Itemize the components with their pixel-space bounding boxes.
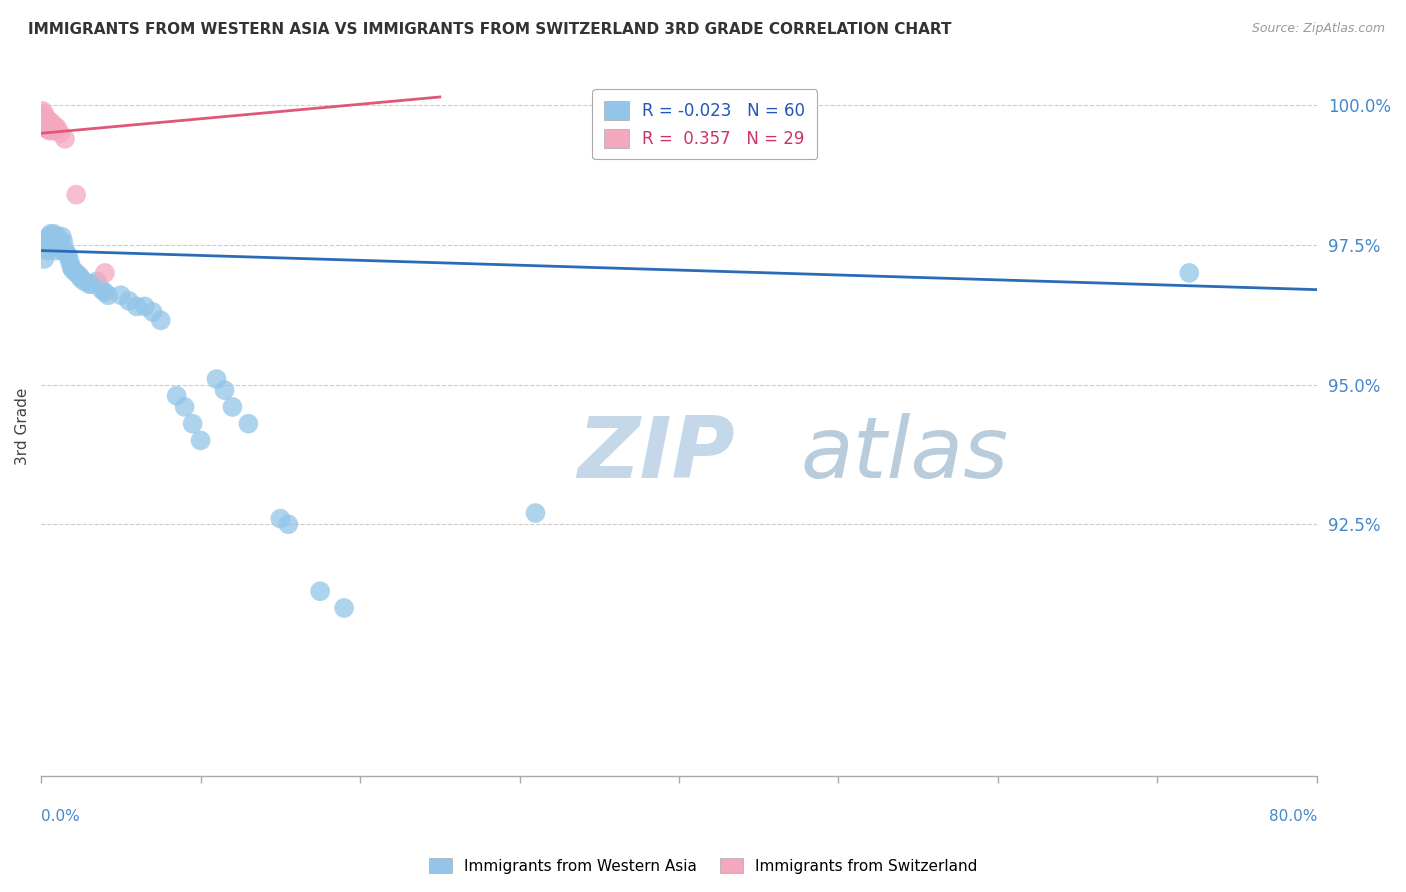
- Point: [48, 241, 70, 255]
- Point: [65, 266, 87, 280]
- Point: [173, 400, 195, 414]
- Point: [524, 506, 547, 520]
- Point: [42, 120, 65, 134]
- Point: [41, 241, 63, 255]
- Point: [35, 112, 58, 127]
- Point: [31, 112, 53, 127]
- Text: atlas: atlas: [800, 413, 1008, 496]
- Point: [39, 123, 62, 137]
- Point: [46, 229, 69, 244]
- Point: [1178, 266, 1201, 280]
- Point: [70, 271, 93, 285]
- Point: [60, 260, 83, 275]
- Point: [110, 288, 132, 302]
- Point: [41, 232, 63, 246]
- Point: [134, 300, 156, 314]
- Point: [309, 584, 332, 599]
- Point: [94, 285, 117, 300]
- Point: [214, 383, 236, 397]
- Point: [46, 238, 69, 252]
- Point: [48, 232, 70, 246]
- Point: [94, 266, 117, 280]
- Point: [38, 238, 60, 252]
- Point: [51, 244, 73, 258]
- Point: [73, 274, 96, 288]
- Point: [38, 232, 60, 246]
- Point: [42, 123, 65, 137]
- Point: [53, 244, 76, 258]
- Point: [277, 517, 299, 532]
- Point: [82, 277, 104, 291]
- Point: [34, 116, 56, 130]
- Text: ZIP: ZIP: [576, 413, 734, 496]
- Point: [51, 229, 73, 244]
- Point: [34, 112, 56, 127]
- Point: [86, 274, 108, 288]
- Point: [41, 120, 63, 135]
- Point: [37, 244, 59, 258]
- Text: 80.0%: 80.0%: [1268, 809, 1317, 824]
- Point: [166, 389, 188, 403]
- Point: [49, 126, 72, 140]
- Point: [37, 120, 59, 135]
- Point: [39, 118, 62, 132]
- Point: [65, 187, 87, 202]
- Point: [142, 305, 165, 319]
- Point: [77, 277, 100, 291]
- Point: [42, 227, 65, 241]
- Point: [42, 235, 65, 250]
- Point: [190, 434, 212, 448]
- Text: Source: ZipAtlas.com: Source: ZipAtlas.com: [1251, 22, 1385, 36]
- Point: [34, 120, 56, 135]
- Point: [221, 400, 243, 414]
- Text: 0.0%: 0.0%: [41, 809, 80, 824]
- Point: [55, 246, 77, 260]
- Point: [31, 103, 53, 118]
- Point: [62, 263, 84, 277]
- Point: [44, 235, 66, 250]
- Point: [31, 110, 53, 124]
- Y-axis label: 3rd Grade: 3rd Grade: [15, 388, 30, 465]
- Legend: Immigrants from Western Asia, Immigrants from Switzerland: Immigrants from Western Asia, Immigrants…: [423, 852, 983, 880]
- Point: [125, 300, 148, 314]
- Point: [53, 132, 76, 146]
- Point: [59, 254, 82, 268]
- Legend: R = -0.023   N = 60, R =  0.357   N = 29: R = -0.023 N = 60, R = 0.357 N = 29: [592, 89, 817, 160]
- Point: [333, 601, 356, 615]
- Point: [31, 118, 53, 132]
- Point: [39, 227, 62, 241]
- Point: [41, 116, 63, 130]
- Point: [52, 235, 75, 250]
- Point: [90, 283, 112, 297]
- Point: [181, 417, 204, 431]
- Point: [44, 120, 66, 135]
- Point: [38, 123, 60, 137]
- Point: [46, 120, 69, 135]
- Point: [44, 244, 66, 258]
- Point: [38, 120, 60, 135]
- Point: [35, 115, 58, 129]
- Point: [38, 229, 60, 244]
- Text: IMMIGRANTS FROM WESTERN ASIA VS IMMIGRANTS FROM SWITZERLAND 3RD GRADE CORRELATIO: IMMIGRANTS FROM WESTERN ASIA VS IMMIGRAN…: [28, 22, 952, 37]
- Point: [37, 116, 59, 130]
- Point: [269, 511, 291, 525]
- Point: [49, 238, 72, 252]
- Point: [34, 252, 56, 266]
- Point: [39, 235, 62, 250]
- Point: [37, 238, 59, 252]
- Point: [35, 241, 58, 255]
- Point: [58, 249, 80, 263]
- Point: [34, 107, 56, 121]
- Point: [205, 372, 228, 386]
- Point: [149, 313, 172, 327]
- Point: [67, 268, 90, 283]
- Point: [97, 288, 120, 302]
- Point: [118, 293, 141, 308]
- Point: [38, 114, 60, 128]
- Point: [35, 120, 58, 135]
- Point: [238, 417, 260, 431]
- Point: [37, 112, 59, 127]
- Point: [35, 232, 58, 246]
